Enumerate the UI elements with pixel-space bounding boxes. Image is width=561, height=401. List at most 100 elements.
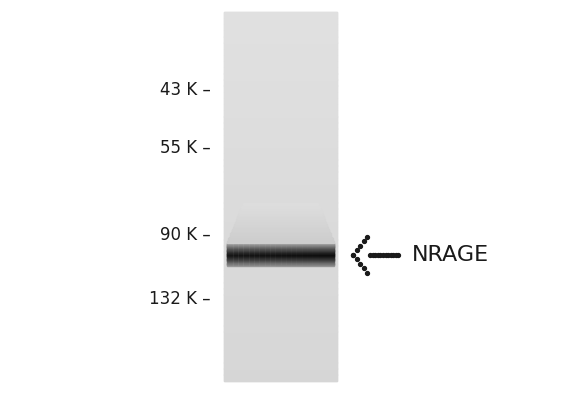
Bar <box>302 243 307 266</box>
Bar <box>224 122 337 129</box>
Bar <box>227 265 334 266</box>
Bar <box>224 307 337 313</box>
Text: NRAGE: NRAGE <box>412 245 489 265</box>
Bar <box>241 208 320 210</box>
Bar <box>227 258 334 259</box>
Bar <box>224 24 337 30</box>
Bar <box>224 257 337 264</box>
Bar <box>224 190 337 196</box>
Bar <box>224 294 337 301</box>
Bar <box>224 288 337 295</box>
Bar <box>224 245 337 252</box>
Bar <box>249 243 254 266</box>
Bar <box>224 116 337 123</box>
Bar <box>227 254 334 255</box>
Bar <box>227 263 334 264</box>
Bar <box>296 243 302 266</box>
Bar <box>234 224 327 226</box>
Bar <box>227 261 334 262</box>
Bar <box>307 243 312 266</box>
Bar <box>224 221 337 227</box>
Bar <box>227 256 334 257</box>
Bar <box>224 215 337 221</box>
Bar <box>224 36 337 43</box>
Bar <box>224 12 337 381</box>
Bar <box>275 243 280 266</box>
Bar <box>224 196 337 203</box>
Bar <box>232 230 329 232</box>
Bar <box>227 251 334 252</box>
Bar <box>224 264 337 270</box>
Bar <box>224 147 337 154</box>
Bar <box>224 172 337 178</box>
Bar <box>236 219 325 221</box>
Bar <box>224 319 337 326</box>
Bar <box>227 246 334 247</box>
Bar <box>227 261 334 263</box>
Bar <box>224 239 337 246</box>
Bar <box>240 209 321 211</box>
Bar <box>227 243 334 244</box>
Bar <box>228 238 333 240</box>
Bar <box>227 249 334 250</box>
Bar <box>224 79 337 86</box>
Bar <box>227 245 334 246</box>
Bar <box>224 270 337 276</box>
Bar <box>227 247 334 248</box>
Bar <box>227 259 334 260</box>
Bar <box>242 205 319 207</box>
Bar <box>224 165 337 172</box>
Bar <box>227 255 334 256</box>
Bar <box>291 243 296 266</box>
Bar <box>224 12 337 18</box>
Bar <box>224 141 337 147</box>
Bar <box>232 243 238 266</box>
Bar <box>224 178 337 184</box>
Bar <box>242 203 319 205</box>
Bar <box>224 30 337 36</box>
Bar <box>227 250 334 251</box>
Bar <box>224 73 337 80</box>
Bar <box>224 55 337 61</box>
Bar <box>224 91 337 98</box>
Bar <box>312 243 318 266</box>
Bar <box>227 243 334 245</box>
Bar <box>227 264 334 265</box>
Bar <box>227 252 334 253</box>
Bar <box>224 331 337 338</box>
Bar <box>227 247 334 249</box>
Bar <box>237 216 324 218</box>
Bar <box>240 211 321 213</box>
Bar <box>233 227 328 229</box>
Bar <box>224 43 337 49</box>
Bar <box>243 243 249 266</box>
Bar <box>236 221 325 223</box>
Bar <box>224 356 337 363</box>
Bar <box>280 243 286 266</box>
Bar <box>224 313 337 320</box>
Bar <box>224 85 337 92</box>
Bar <box>224 350 337 356</box>
Bar <box>224 202 337 209</box>
Bar <box>224 209 337 215</box>
Bar <box>241 206 320 208</box>
Bar <box>227 262 334 263</box>
Text: 90 K –: 90 K – <box>160 226 210 243</box>
Bar <box>259 243 265 266</box>
Bar <box>224 233 337 239</box>
Bar <box>224 362 337 369</box>
Bar <box>238 243 243 266</box>
Bar <box>286 243 291 266</box>
Text: 43 K –: 43 K – <box>159 81 210 99</box>
Bar <box>224 282 337 289</box>
Bar <box>224 110 337 117</box>
Bar <box>328 243 334 266</box>
Bar <box>231 232 330 234</box>
Bar <box>224 344 337 350</box>
Bar <box>227 250 334 251</box>
Bar <box>224 135 337 141</box>
Bar <box>224 325 337 332</box>
Bar <box>227 254 334 255</box>
Bar <box>318 243 323 266</box>
Bar <box>224 153 337 160</box>
